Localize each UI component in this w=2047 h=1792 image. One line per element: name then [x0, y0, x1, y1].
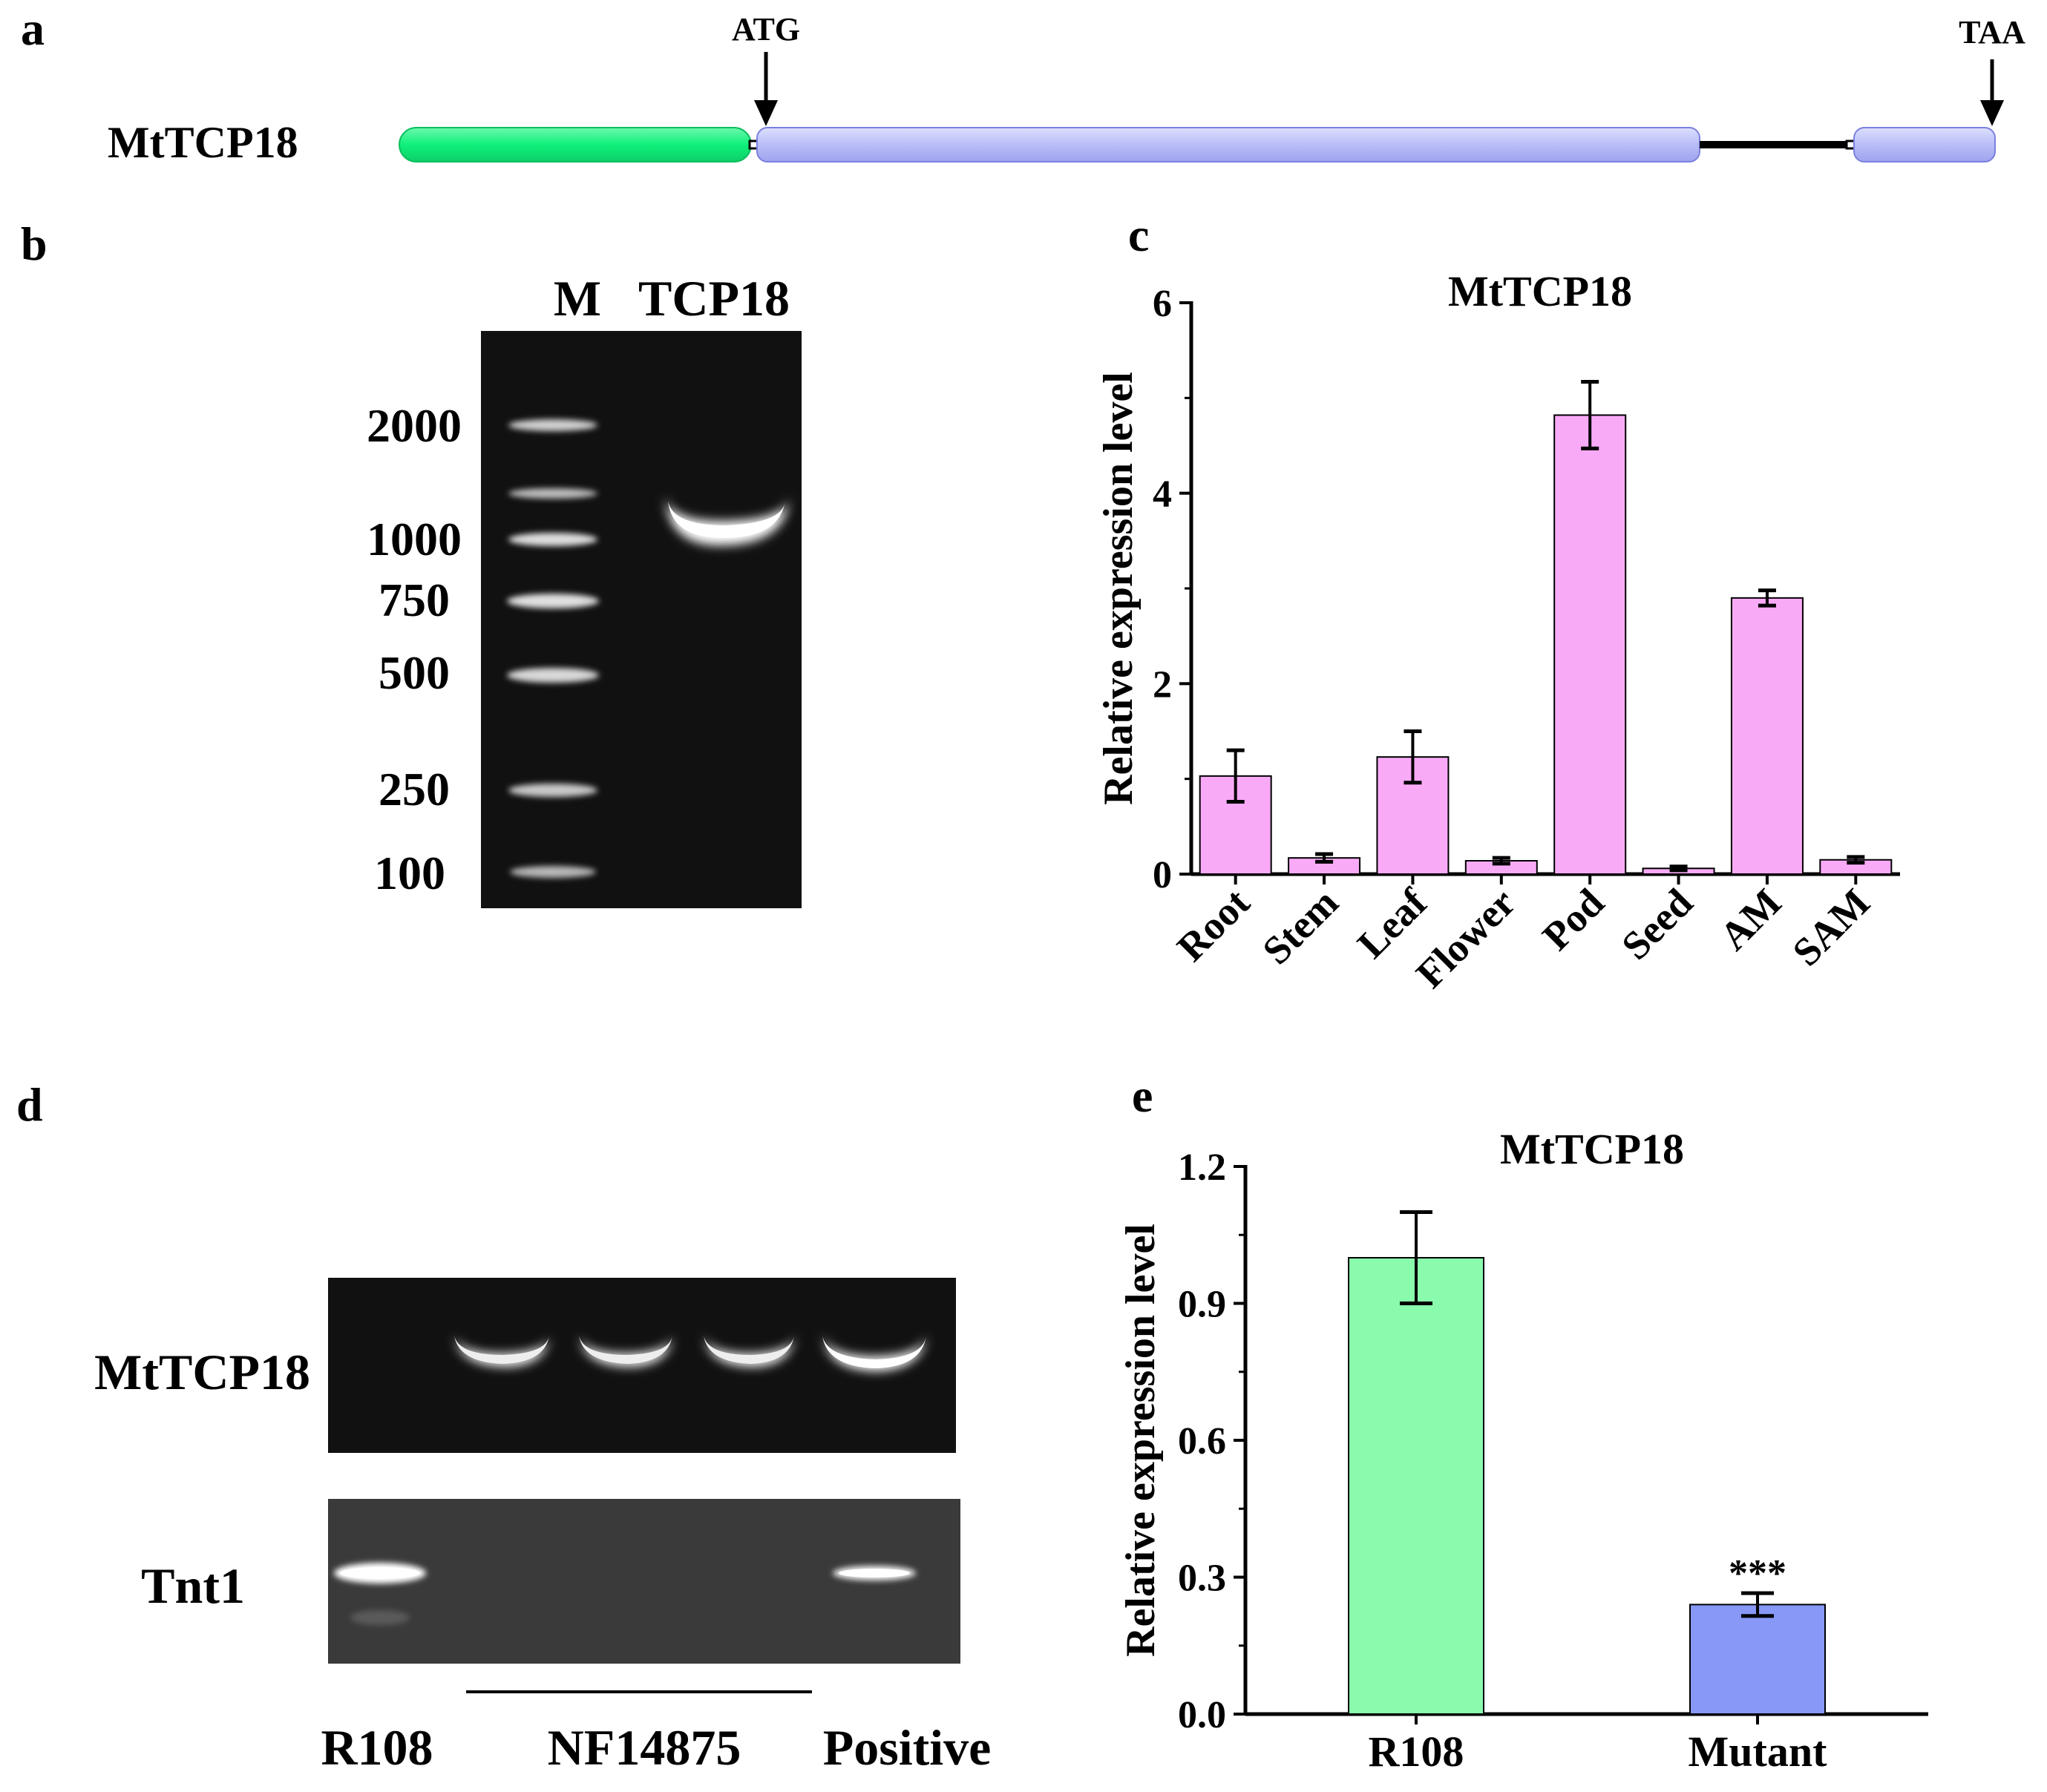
ladder-size-label: 250 — [379, 763, 450, 815]
ladder-band-100 — [510, 866, 596, 878]
start-codon-label: ATG — [732, 11, 800, 47]
chart-e: 0.0 0.3 0.6 0.9 1.2 R108 *** Mutant MtTCP18 Relat… — [1118, 1125, 1928, 1776]
y-tick-label: 0.0 — [1178, 1694, 1226, 1736]
mttcp18-band — [579, 1336, 672, 1364]
significance-label: *** — [1729, 1552, 1786, 1595]
mttcp18-band — [822, 1336, 926, 1368]
ladder-band-1000 — [508, 533, 597, 546]
gel-image-tnt1 — [328, 1499, 960, 1664]
exon-2 — [1853, 127, 1996, 163]
ladder-size-label: 100 — [374, 847, 445, 899]
y-tick-label: 0 — [1153, 854, 1172, 896]
panel-e: e 0.0 0.3 0.6 0.9 1.2 R108 *** Mutant MtTCP18 Rel… — [1118, 1069, 1928, 1776]
gel-image-b — [481, 331, 802, 908]
y-axis-label: Relative expression level — [1095, 372, 1142, 805]
panel-letter-a: a — [21, 2, 45, 55]
panel-d: d MtTCP18 Tnt1 R108 NF14875 Positive — [16, 1078, 991, 1776]
panel-letter-d: d — [16, 1078, 43, 1131]
ladder-size-label: 500 — [379, 646, 450, 699]
chart-title: MtTCP18 — [1500, 1125, 1684, 1173]
y-tick-label: 0.9 — [1178, 1284, 1226, 1326]
ladder-band-750 — [507, 594, 599, 608]
tnt1-band — [839, 1569, 910, 1578]
y-axis-label: Relative expression level — [1118, 1224, 1164, 1657]
panel-a: a MtTCP18 ATG TAA — [21, 2, 2025, 167]
ladder-band-1500 — [508, 488, 597, 499]
y-tick-label: 1.2 — [1178, 1146, 1226, 1189]
panel-letter-e: e — [1132, 1069, 1153, 1122]
category-label: Flower — [1407, 880, 1524, 997]
ladder-size-label: 1000 — [367, 513, 462, 565]
bar — [1553, 414, 1627, 875]
ladder-size-label: 2000 — [367, 399, 462, 452]
category-label: Mutant — [1689, 1727, 1828, 1776]
intron — [1700, 141, 1854, 148]
lane-label-positive: Positive — [823, 1719, 992, 1776]
panel-b: b M TCP18 2000 1000 750 500 250 100 — [21, 217, 802, 908]
lane-label-marker: M — [554, 270, 601, 326]
tnt1-bands — [334, 1563, 916, 1625]
y-tick-label: 4 — [1153, 473, 1172, 516]
category-label: Seed — [1613, 880, 1701, 968]
sample-band-tcp18-core — [668, 501, 785, 538]
chart-title: MtTCP18 — [1448, 267, 1632, 315]
stop-codon-label: TAA — [1959, 14, 2025, 50]
panel-letter-b: b — [21, 217, 48, 270]
y-tick-label: 0.3 — [1178, 1558, 1226, 1600]
stop-codon-arrowhead — [1980, 100, 2004, 126]
category-label: Stem — [1254, 880, 1346, 973]
ladder-bands — [507, 419, 599, 878]
bar — [1689, 1604, 1826, 1715]
tnt1-band-faint — [350, 1610, 410, 1625]
lane-label-r108: R108 — [321, 1719, 433, 1776]
ladder-band-250 — [508, 784, 597, 797]
mttcp18-bands — [454, 1333, 928, 1371]
bar — [1730, 597, 1804, 875]
utr-5prime — [399, 127, 752, 163]
lane-label-sample: TCP18 — [638, 270, 790, 326]
y-tick-label: 6 — [1153, 283, 1172, 325]
category-label: AM — [1711, 880, 1789, 959]
gel-label-mttcp18: MtTCP18 — [94, 1344, 310, 1400]
category-label: R108 — [1369, 1727, 1464, 1776]
start-codon-arrowhead — [754, 100, 778, 126]
ladder-size-labels: 2000 1000 750 500 250 100 — [367, 399, 462, 899]
exon-1 — [756, 127, 1700, 163]
category-label: SAM — [1784, 880, 1879, 974]
panel-letter-c: c — [1128, 209, 1149, 261]
bar — [1348, 1257, 1484, 1715]
category-label: Root — [1168, 880, 1258, 970]
gene-label: MtTCP18 — [108, 118, 298, 167]
mttcp18-band — [704, 1336, 794, 1364]
lane-label-nf14875: NF14875 — [548, 1719, 741, 1776]
category-label: Pod — [1534, 880, 1613, 959]
ladder-band-2000 — [508, 419, 597, 431]
y-tick-label: 2 — [1153, 663, 1172, 706]
ladder-size-label: 750 — [379, 574, 450, 626]
y-tick-label: 0.6 — [1178, 1420, 1226, 1463]
mttcp18-band — [454, 1336, 549, 1364]
tnt1-band — [340, 1567, 420, 1579]
gel-label-tnt1: Tnt1 — [141, 1558, 245, 1614]
ladder-band-500 — [507, 668, 599, 683]
